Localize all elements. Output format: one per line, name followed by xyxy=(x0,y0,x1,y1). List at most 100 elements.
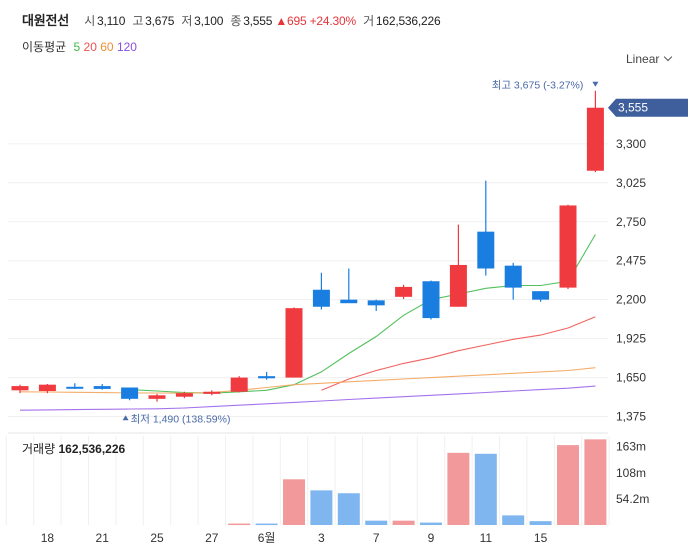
ma-60-line xyxy=(19,367,596,394)
min-marker-icon xyxy=(122,415,129,421)
scale-select[interactable]: Linear xyxy=(626,52,673,66)
volume-bar xyxy=(365,520,388,525)
candle-body xyxy=(477,231,495,269)
last-price-label: 3,555 xyxy=(618,101,648,115)
date-tick-label: 18 xyxy=(41,531,55,545)
candle xyxy=(230,376,248,393)
ma-20-label: 20 xyxy=(83,40,97,54)
volume-bar xyxy=(557,445,579,525)
last-price-tag xyxy=(608,98,688,117)
candle xyxy=(449,224,467,307)
price-axis: 3,300 3,025 2,750 2,475 2,200 1,925 1,650 1,375… xyxy=(608,98,688,424)
candles xyxy=(11,90,604,402)
open-value: 3,110 xyxy=(97,14,126,28)
candle xyxy=(340,268,358,304)
volume-bar xyxy=(420,522,442,525)
candle-body xyxy=(340,299,358,304)
volume-bar xyxy=(529,521,552,525)
chart-annotations: 최고 3,675 (-3.27%) 최저 1,490 (138.59%) xyxy=(122,80,599,425)
candle xyxy=(532,291,550,302)
candle-body xyxy=(532,291,550,300)
volume-bar xyxy=(502,515,525,525)
volume-bar xyxy=(228,523,251,526)
candle-body xyxy=(285,308,303,378)
candle xyxy=(395,284,413,299)
date-tick-label: 15 xyxy=(534,531,548,545)
date-tick-label: 27 xyxy=(205,531,219,545)
candle xyxy=(11,384,29,394)
candle-body xyxy=(258,376,276,379)
candle-body xyxy=(203,391,221,394)
candle-body xyxy=(148,395,166,399)
scale-select-value: Linear xyxy=(626,52,660,66)
chart-grid xyxy=(5,143,610,525)
candle xyxy=(148,393,166,402)
min-price-label: 최저 1,490 (138.59%) xyxy=(131,413,231,425)
candle-body xyxy=(175,393,193,397)
stock-name: 대원전선 xyxy=(22,13,70,28)
candle xyxy=(477,180,495,276)
price-header: 대원전선 시 3,110 고 3,675 저 3,100 종 3,555 ▲695 +2… xyxy=(22,10,441,29)
close-value: 3,555 xyxy=(243,14,273,28)
ma-5-line xyxy=(129,234,596,394)
candle xyxy=(312,272,330,310)
ma-5-label: 5 xyxy=(73,40,81,54)
price-tick-label: 2,750 xyxy=(616,215,646,229)
volume-bar xyxy=(337,493,360,525)
volume-bar xyxy=(255,523,278,526)
open-label: 시 xyxy=(84,14,96,28)
high-label: 고 xyxy=(132,14,144,28)
candle xyxy=(504,262,522,300)
candle xyxy=(121,387,139,401)
candle-body xyxy=(230,377,248,392)
date-tick-label: 3 xyxy=(318,531,325,545)
low-label: 저 xyxy=(181,14,193,28)
volume-tick-label: 163m xyxy=(616,440,646,454)
price-tick-label: 2,200 xyxy=(616,293,646,307)
ma-20-line xyxy=(321,316,596,391)
change-value: ▲695 xyxy=(275,14,307,28)
candle xyxy=(175,391,193,399)
ma-120-line xyxy=(19,385,596,411)
price-tick-label: 3,300 xyxy=(616,137,646,151)
max-marker-icon xyxy=(592,81,599,87)
volume-bar xyxy=(447,452,470,525)
candle-body xyxy=(312,289,330,307)
candle xyxy=(422,280,440,320)
date-tick-label: 25 xyxy=(150,531,164,545)
candle xyxy=(203,390,221,396)
candle-body xyxy=(395,286,413,297)
ma-120-label: 120 xyxy=(116,40,137,54)
moving-average-legend[interactable]: 이동평균 5 20 60 120 xyxy=(22,38,137,55)
candle xyxy=(258,371,276,380)
date-axis: 18 21 25 27 6월 3 7 9 11 15 xyxy=(41,531,548,545)
price-tick-label: 1,650 xyxy=(616,371,646,385)
date-tick-label: 21 xyxy=(96,531,110,545)
volume-total: 162,536,226 xyxy=(58,442,125,456)
candle-body xyxy=(66,386,84,389)
volume-bar xyxy=(392,520,415,525)
volume-bar xyxy=(584,439,607,525)
max-price-label: 최고 3,675 (-3.27%) xyxy=(492,80,584,92)
price-tick-label: 1,375 xyxy=(616,410,646,424)
date-tick-label: 11 xyxy=(480,531,493,545)
candle xyxy=(285,307,303,378)
close-label: 종 xyxy=(230,14,242,28)
low-value: 3,100 xyxy=(194,14,224,28)
candle-body xyxy=(11,386,29,391)
ma-60-label: 60 xyxy=(100,40,114,54)
candle-body xyxy=(121,387,139,399)
volume-value: 162,536,226 xyxy=(375,14,441,28)
volume-bar xyxy=(310,490,333,525)
volume-bar xyxy=(283,479,305,525)
date-tick-label: 9 xyxy=(428,531,435,545)
price-tick-label: 2,475 xyxy=(616,254,646,268)
high-value: 3,675 xyxy=(145,14,175,28)
volume-bars xyxy=(228,439,607,526)
candle xyxy=(38,383,56,394)
candle-body xyxy=(367,300,385,306)
candle xyxy=(93,383,111,390)
candle-body xyxy=(93,386,111,389)
date-tick-label: 6월 xyxy=(258,531,276,545)
